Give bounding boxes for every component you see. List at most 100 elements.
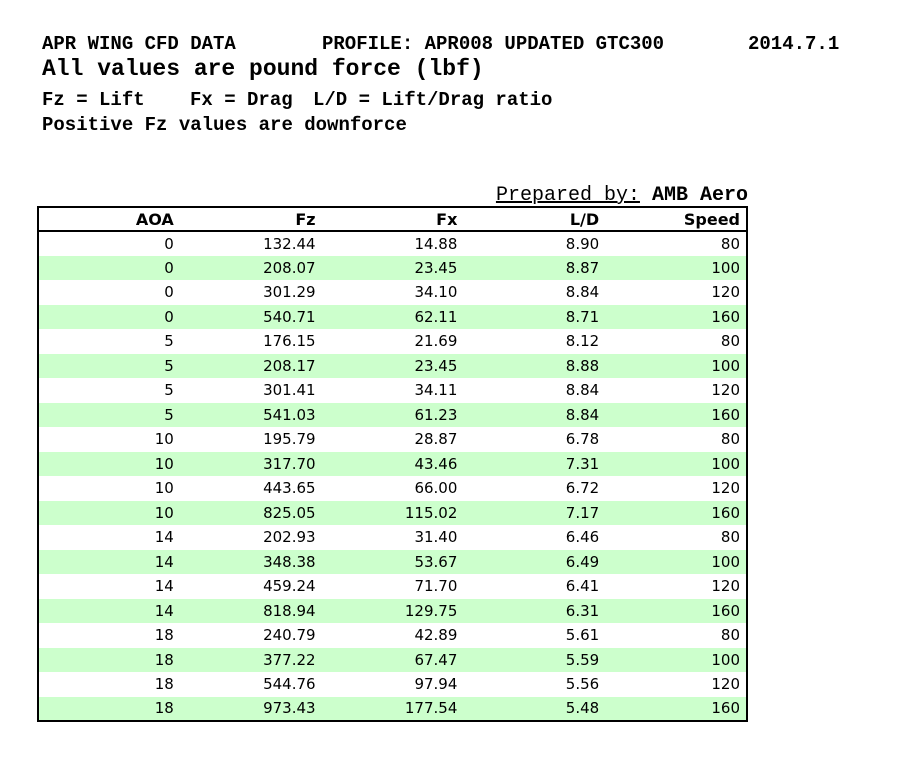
table-cell: 7.31 <box>463 451 606 476</box>
table-cell: 18 <box>154 675 174 694</box>
table-cell: 8.71 <box>463 304 606 329</box>
table-header-row: AOA Fz Fx L/D Speed <box>38 207 747 232</box>
table-cell: 8.90 <box>565 234 600 253</box>
table-cell: 120 <box>711 381 740 400</box>
prepared-by-value: AMB Aero <box>651 184 748 207</box>
table-cell: 0 <box>164 234 174 253</box>
table-cell: 129.75 <box>321 598 464 623</box>
table-row: 0 301.29 34.10 8.84 120 <box>38 280 747 305</box>
legend-ld: L/D = Lift/Drag ratio <box>313 89 553 111</box>
column-header-fz: Fz <box>179 207 322 232</box>
table-cell: 5 <box>164 381 174 400</box>
table-cell: 0 <box>38 255 180 280</box>
table-cell: 5 <box>38 353 180 378</box>
data-table-container: AOA Fz Fx L/D Speed 0 132.44 14.88 8.90 80 0 2… <box>37 206 748 722</box>
table-cell: 160 <box>605 304 747 329</box>
table-cell: 8.12 <box>565 332 600 351</box>
table-cell: 28.87 <box>414 430 458 449</box>
table-row: 14 459.24 71.70 6.41 120 <box>38 574 747 599</box>
table-cell: 202.93 <box>263 528 316 547</box>
column-header-fx: Fx <box>321 207 464 232</box>
table-cell: 240.79 <box>263 626 316 645</box>
table-cell: 10 <box>154 479 174 498</box>
table-cell: 208.17 <box>179 353 322 378</box>
column-header-speed: Speed <box>605 207 747 232</box>
table-cell: 10 <box>38 500 180 525</box>
table-cell: 195.79 <box>263 430 316 449</box>
table-cell: 5 <box>164 332 174 351</box>
table-cell: 818.94 <box>179 598 322 623</box>
table-cell: 80 <box>720 430 740 449</box>
column-header-ld: L/D <box>463 207 606 232</box>
table-cell: 973.43 <box>179 696 322 721</box>
table-cell: 6.49 <box>463 549 606 574</box>
table-row: 10 825.05 115.02 7.17 160 <box>38 500 747 525</box>
table-cell: 0 <box>164 283 174 302</box>
table-row: 5 301.41 34.11 8.84 120 <box>38 378 747 403</box>
table-row: 10 317.70 43.46 7.31 100 <box>38 451 747 476</box>
table-cell: 80 <box>720 528 740 547</box>
table-row: 5 176.15 21.69 8.12 80 <box>38 329 747 354</box>
table-cell: 34.11 <box>414 381 458 400</box>
table-row: 18 973.43 177.54 5.48 160 <box>38 696 747 721</box>
report-date: 2014.7.1 <box>748 33 840 55</box>
table-body: 0 132.44 14.88 8.90 80 0 208.07 23.45 8.87 100 0 30… <box>38 231 747 721</box>
table-cell: 7.17 <box>463 500 606 525</box>
table-cell: 160 <box>605 402 747 427</box>
downforce-note: Positive Fz values are downforce <box>42 114 407 136</box>
profile-label: PROFILE: APR008 UPDATED GTC300 <box>322 33 665 55</box>
table-cell: 120 <box>711 577 740 596</box>
table-cell: 160 <box>605 500 747 525</box>
table-cell: 100 <box>605 549 747 574</box>
table-cell: 5.48 <box>463 696 606 721</box>
table-cell: 132.44 <box>263 234 316 253</box>
table-row: 18 240.79 42.89 5.61 80 <box>38 623 747 648</box>
table-cell: 5 <box>38 402 180 427</box>
legend-fz: Fz = Lift <box>42 89 145 111</box>
table-cell: 80 <box>720 332 740 351</box>
table-row: 0 208.07 23.45 8.87 100 <box>38 255 747 280</box>
table-cell: 100 <box>605 451 747 476</box>
table-cell: 10 <box>38 451 180 476</box>
table-cell: 10 <box>154 430 174 449</box>
table-cell: 317.70 <box>179 451 322 476</box>
table-cell: 14 <box>154 577 174 596</box>
report-title: APR WING CFD DATA <box>42 33 236 55</box>
table-cell: 544.76 <box>263 675 316 694</box>
table-cell: 120 <box>711 479 740 498</box>
table-cell: 43.46 <box>321 451 464 476</box>
table-row: 14 818.94 129.75 6.31 160 <box>38 598 747 623</box>
table-row: 18 377.22 67.47 5.59 100 <box>38 647 747 672</box>
table-cell: 18 <box>38 696 180 721</box>
table-row: 14 348.38 53.67 6.49 100 <box>38 549 747 574</box>
table-cell: 18 <box>38 647 180 672</box>
table-cell: 301.41 <box>263 381 316 400</box>
table-cell: 42.89 <box>414 626 458 645</box>
table-cell: 62.11 <box>321 304 464 329</box>
table-cell: 825.05 <box>179 500 322 525</box>
table-cell: 14 <box>38 549 180 574</box>
table-cell: 5.61 <box>565 626 600 645</box>
table-cell: 8.84 <box>565 283 600 302</box>
table-cell: 21.69 <box>414 332 458 351</box>
table-cell: 61.23 <box>321 402 464 427</box>
table-cell: 377.22 <box>179 647 322 672</box>
table-cell: 6.31 <box>463 598 606 623</box>
table-cell: 541.03 <box>179 402 322 427</box>
table-row: 18 544.76 97.94 5.56 120 <box>38 672 747 697</box>
table-cell: 23.45 <box>321 255 464 280</box>
table-cell: 53.67 <box>321 549 464 574</box>
table-cell: 80 <box>720 234 740 253</box>
table-cell: 71.70 <box>414 577 458 596</box>
table-cell: 208.07 <box>179 255 322 280</box>
prepared-by-label: Prepared by: <box>495 184 640 207</box>
table-cell: 160 <box>605 598 747 623</box>
report-subtitle: All values are pound force (lbf) <box>42 56 484 82</box>
table-cell: 34.10 <box>414 283 458 302</box>
table-cell: 6.78 <box>565 430 600 449</box>
prepared-by-line: Prepared by: AMB Aero <box>37 184 748 207</box>
table-cell: 6.46 <box>565 528 600 547</box>
table-cell: 31.40 <box>414 528 458 547</box>
column-header-aoa: AOA <box>38 207 180 232</box>
